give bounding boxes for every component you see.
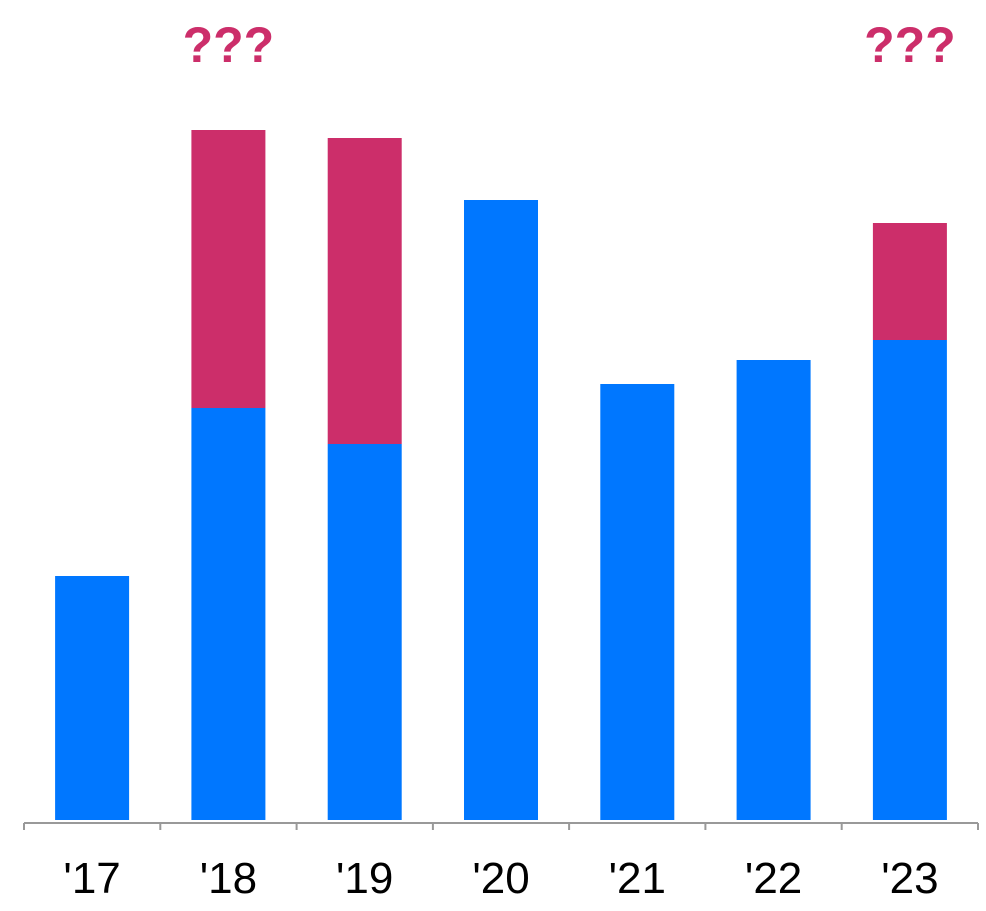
x-tick-label: '20: [472, 854, 529, 903]
x-tick-label: '19: [336, 854, 393, 903]
bar-segment-base-1: [191, 408, 266, 820]
bar-segment-base-3: [464, 200, 538, 820]
bar-segment-base-0: [55, 576, 130, 820]
x-tick-label: '17: [63, 854, 120, 903]
bar-segment-base-2: [327, 444, 402, 820]
x-axis: [23, 822, 979, 830]
bar-segment-base-6: [872, 340, 947, 820]
x-tick-label: '18: [200, 854, 257, 903]
x-tick-label: '21: [609, 854, 666, 903]
bars-layer: [55, 130, 947, 820]
annotations: ??????: [183, 17, 956, 73]
bar-segment-top-1: [191, 130, 266, 408]
bar-segment-base-4: [600, 384, 675, 820]
x-tick-labels: '17 '18 '19 '20 '21 '22 '23: [63, 854, 938, 903]
bar-segment-top-2: [327, 138, 402, 444]
bar-annotation: ???: [864, 17, 956, 73]
bar-annotation: ???: [183, 17, 275, 73]
x-tick-label: '23: [881, 854, 938, 903]
bar-segment-top-6: [872, 223, 947, 340]
bar-segment-base-5: [736, 360, 811, 820]
x-tick-label: '22: [745, 854, 802, 903]
